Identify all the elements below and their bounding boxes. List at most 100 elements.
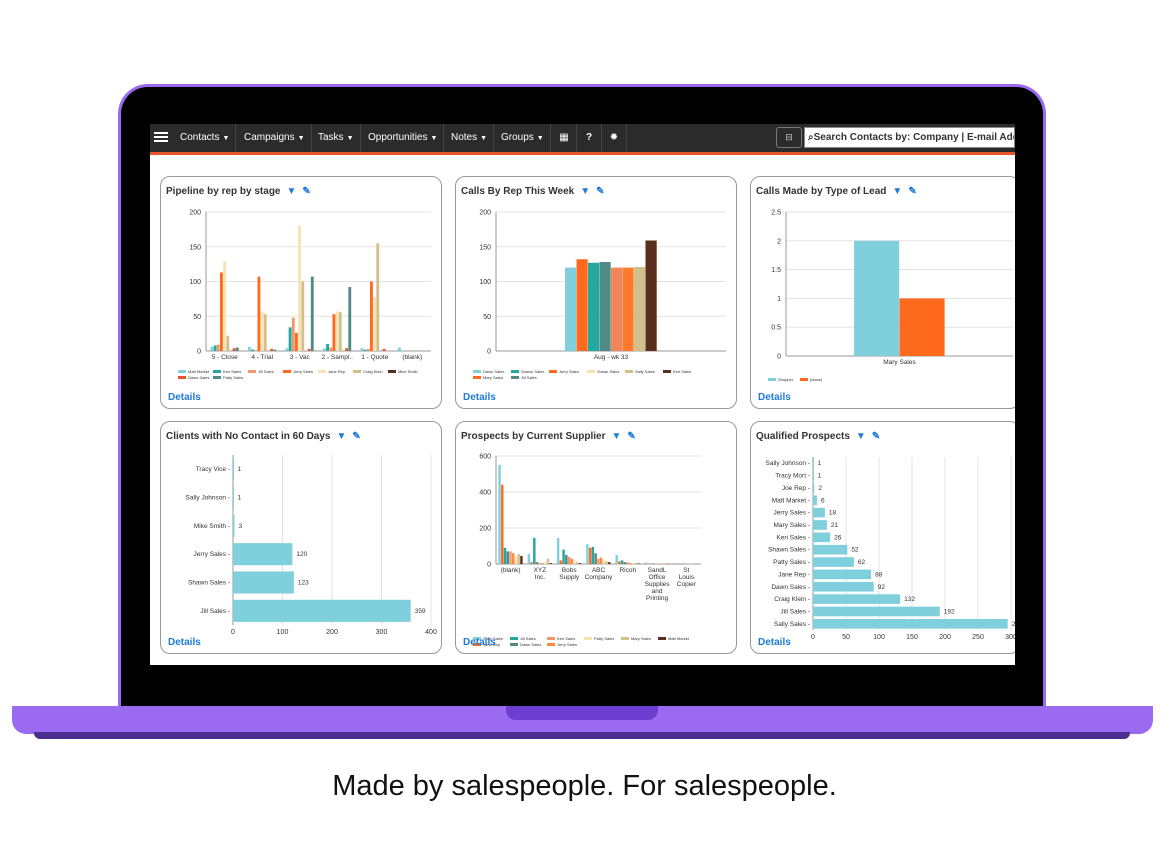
edit-icon[interactable]: ✎ [596, 186, 605, 197]
legend-swatch [511, 370, 519, 373]
nav-notes[interactable]: Notes ▼ [445, 124, 495, 152]
panel-title-text: Calls Made by Type of Lead [756, 186, 887, 197]
details-link[interactable]: Details [463, 637, 496, 648]
bar [273, 349, 277, 351]
bar [813, 544, 848, 555]
calendar-icon[interactable]: ▦ [552, 124, 577, 152]
filter-icon[interactable]: ▼ [855, 431, 866, 442]
filter-icon[interactable]: ▼ [611, 431, 622, 442]
bar [599, 262, 611, 351]
details-link[interactable]: Details [168, 637, 201, 648]
nav-groups[interactable]: Groups ▼ [495, 124, 551, 152]
nav-contacts[interactable]: Contacts ▼ [174, 124, 237, 152]
legend-swatch [510, 637, 518, 640]
data-label: 192 [944, 608, 955, 615]
panel-title: Pipeline by rep by stage ▼ ✎ [166, 186, 311, 197]
bar [226, 335, 230, 351]
bar [634, 563, 638, 564]
bar [813, 483, 815, 493]
bar [233, 458, 234, 481]
y-tick-label: 100 [479, 279, 491, 286]
bar [556, 537, 560, 564]
details-link[interactable]: Details [758, 637, 791, 648]
legend-swatch [621, 637, 629, 640]
bar [216, 344, 220, 351]
details-link[interactable]: Details [758, 392, 791, 403]
gear-icon[interactable]: ✹ [602, 124, 627, 152]
data-label: 3 [238, 523, 242, 530]
nav-tasks[interactable]: Tasks ▼ [312, 124, 361, 152]
filter-icon[interactable]: ▼ [336, 431, 347, 442]
bar [813, 532, 831, 543]
nav-campaigns[interactable]: Campaigns ▼ [238, 124, 312, 152]
y-tick-label: 200 [189, 210, 201, 217]
bar [323, 348, 326, 351]
search-input[interactable]: ⌕Search Contacts by: Company | E-mail Ad… [804, 127, 1015, 148]
y-tick-label: Mary Sales - [774, 522, 810, 529]
legend-swatch [388, 370, 396, 373]
filter-icon[interactable]: ▼ [286, 186, 297, 197]
x-tick-label: 2 - Sampl.. [322, 354, 354, 361]
bar [498, 465, 501, 564]
chart-pipeline: 0 50 100 150 200 5 - Close 4 - Trial 3 - Vac 2 -… [178, 210, 431, 380]
y-tick-label: Jerry Sales - [774, 510, 810, 517]
legend-label: Dawn Sales [188, 375, 209, 380]
bar [363, 349, 367, 351]
filter-icon[interactable]: ▼ [892, 186, 903, 197]
panel-title: Clients with No Contact in 60 Days ▼ ✎ [166, 431, 361, 442]
bar [618, 561, 621, 564]
bar [567, 556, 571, 564]
legend-label: Keri Sales [557, 636, 575, 641]
help-icon[interactable]: ? [577, 124, 602, 152]
details-link[interactable]: Details [168, 392, 201, 403]
y-tick-label: 1 [777, 296, 781, 303]
details-link[interactable]: Details [463, 392, 496, 403]
legend-label: Jane Rep [328, 369, 346, 374]
menu-icon[interactable] [154, 130, 168, 144]
bar [535, 562, 539, 564]
bar [329, 347, 333, 351]
edit-icon[interactable]: ✎ [908, 186, 917, 197]
caret-down-icon: ▼ [297, 135, 305, 142]
bar [674, 563, 677, 564]
data-label: 132 [904, 596, 915, 603]
bar [611, 267, 623, 351]
edit-icon[interactable]: ✎ [302, 186, 311, 197]
data-label: 6 [821, 497, 825, 504]
bar [546, 558, 550, 564]
bar [813, 569, 872, 580]
legend-label: Jill Sales [521, 375, 537, 380]
y-tick-label: Jill Sales - [780, 608, 810, 615]
x-tick-label: Aug - wk 33 [594, 354, 629, 361]
filter-icon[interactable]: ▼ [580, 186, 591, 197]
bar [588, 547, 592, 564]
bar [602, 560, 606, 564]
bar [626, 562, 629, 564]
bar [576, 562, 579, 564]
bar [398, 347, 401, 351]
edit-icon[interactable]: ✎ [627, 431, 636, 442]
search-icon: ⌕ [808, 132, 814, 143]
bar [270, 348, 274, 351]
y-tick-label: 0 [487, 349, 491, 356]
bar [527, 554, 531, 564]
y-tick-label: 200 [479, 526, 491, 533]
x-tick-label: Copier [677, 581, 697, 588]
bar [647, 563, 650, 564]
y-tick-label: Shawn Sales - [188, 580, 230, 587]
bar [538, 563, 541, 564]
panel-title-text: Pipeline by rep by stage [166, 186, 281, 197]
bar [530, 562, 533, 564]
edit-icon[interactable]: ✎ [352, 431, 361, 442]
legend-swatch [549, 370, 557, 373]
y-tick-label: Keri Sales - [776, 534, 810, 541]
search-options-button[interactable]: ⊟ [776, 127, 802, 148]
bar [608, 562, 611, 564]
y-tick-label: 2 [777, 238, 781, 245]
x-tick-label: Inc. [535, 574, 546, 581]
panel-title: Qualified Prospects ▼ ✎ [756, 431, 880, 442]
legend-label: Craig Klein [363, 369, 383, 374]
edit-icon[interactable]: ✎ [871, 431, 881, 442]
nav-opportunities[interactable]: Opportunities ▼ [362, 124, 445, 152]
